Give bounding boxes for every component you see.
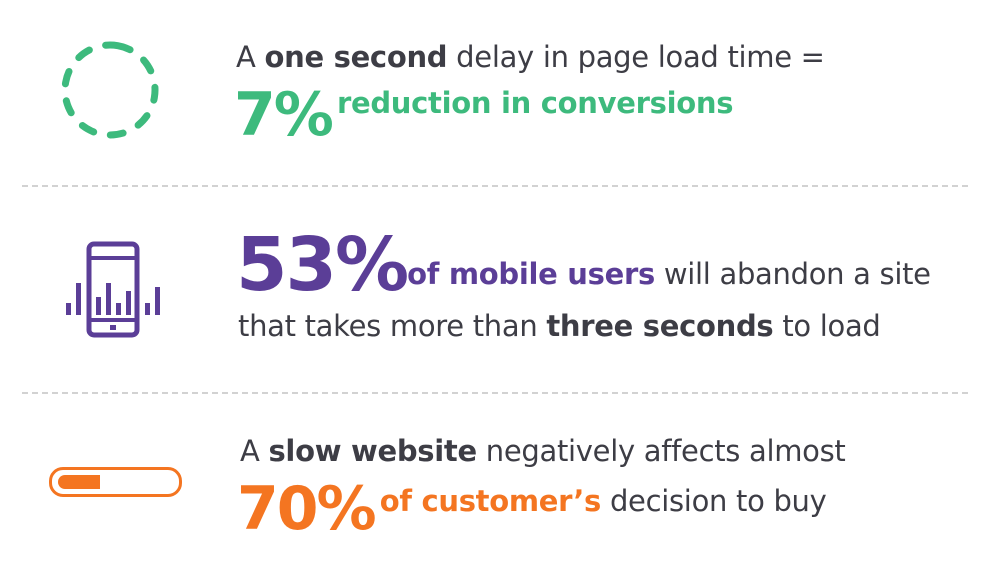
divider: [22, 185, 968, 187]
stat-1-line-2: 7% reduction in conversions: [234, 80, 733, 150]
progress-bar-fill: [58, 475, 100, 489]
stat-highlight: of customer’s: [379, 484, 602, 518]
divider: [22, 392, 968, 394]
stat-figure: 53%: [236, 222, 409, 308]
stat-text: decision to buy: [601, 484, 827, 518]
stat-2-line-1: 53%of mobile users will abandon a site: [236, 222, 931, 308]
dashed-circle-loading-icon: [61, 41, 159, 139]
stat-2-line-2: that takes more than three seconds to lo…: [238, 309, 881, 343]
stat-highlight: reduction in conversions: [336, 86, 734, 120]
stat-figure: 7%: [234, 80, 334, 150]
stat-3-line-1: A slow website negatively affects almost: [240, 434, 846, 468]
stat-figure: 70%: [237, 474, 377, 544]
stat-1-line-1: A one second delay in page load time =: [236, 40, 825, 74]
mobile-phone-signal-icon: [66, 241, 160, 338]
stat-3-line-2: 70% of customer’s decision to buy: [237, 474, 827, 544]
stat-highlight: of mobile users: [407, 257, 655, 291]
stat-text: will abandon a site: [654, 257, 931, 291]
progress-bar-icon: [49, 467, 182, 497]
